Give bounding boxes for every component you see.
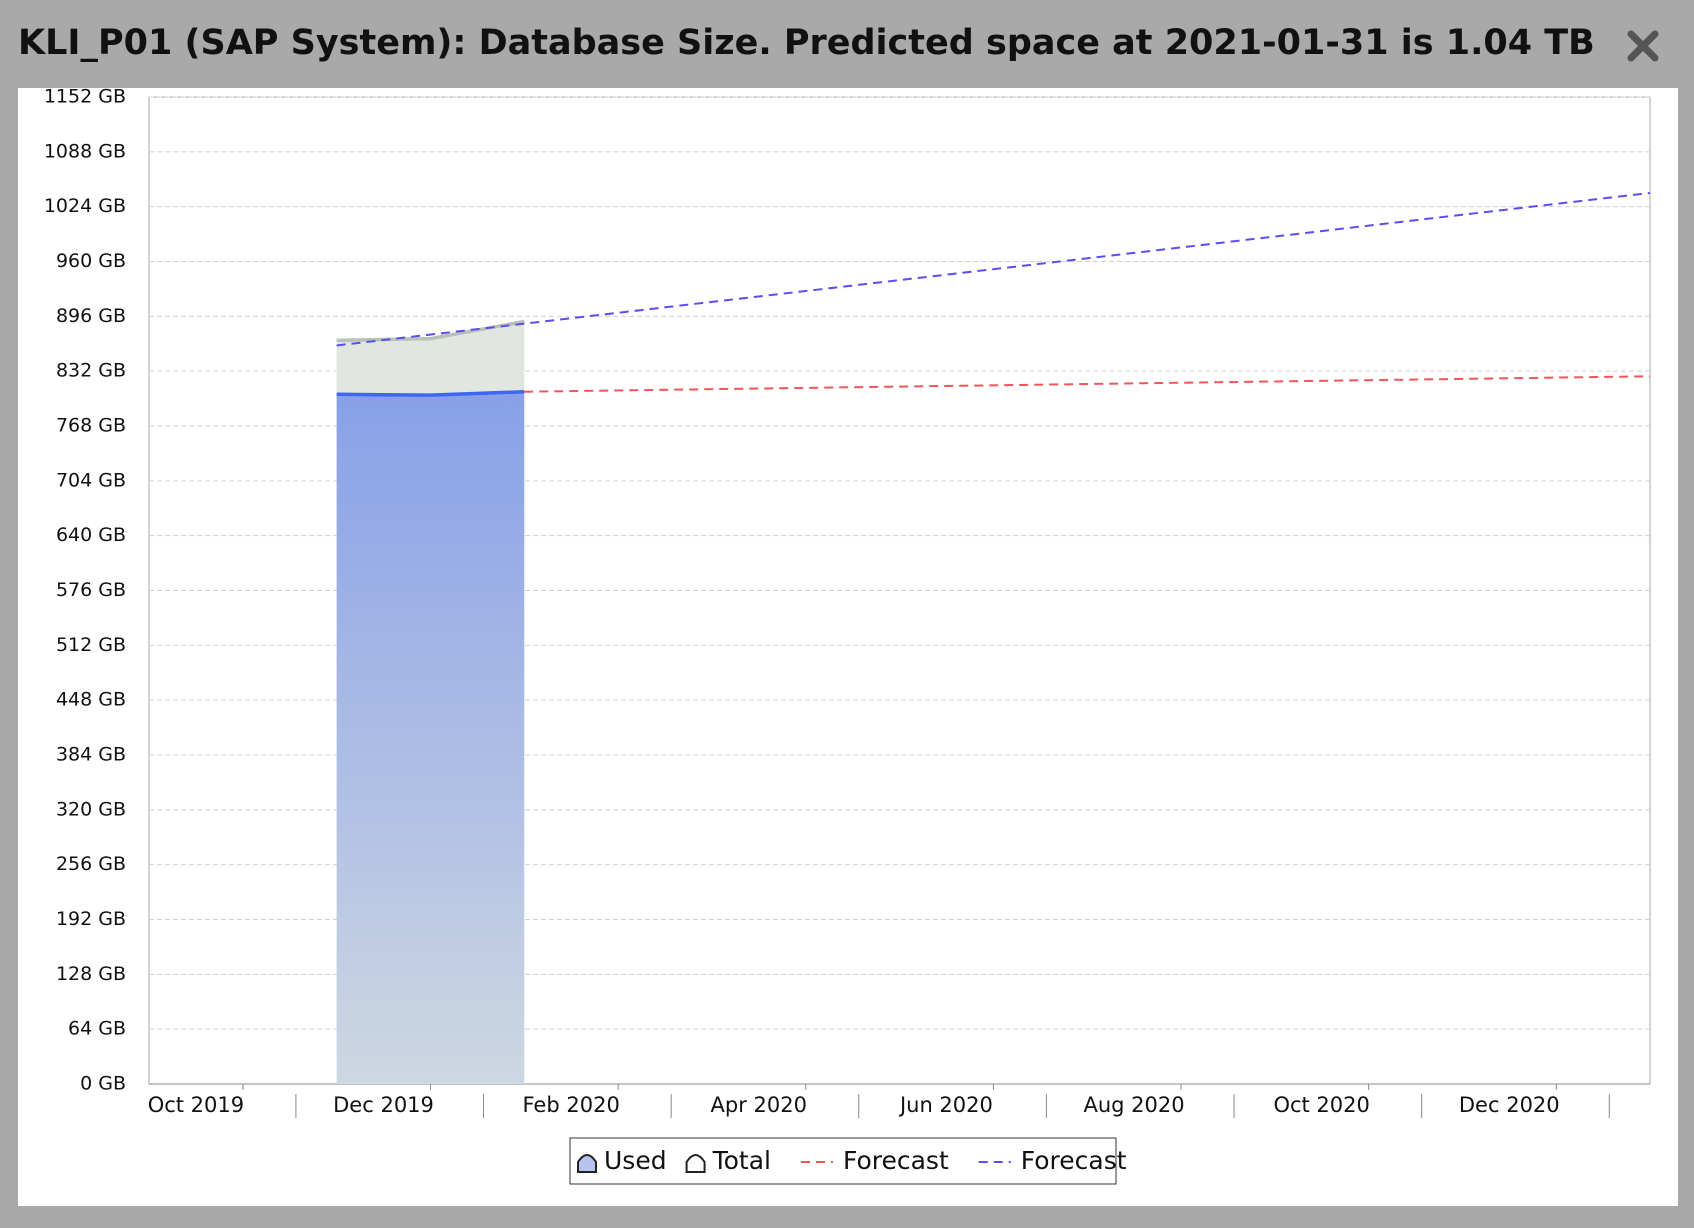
- x-tick-label: Dec 2020: [1459, 1093, 1560, 1117]
- y-tick-label: 640 GB: [56, 524, 126, 546]
- legend-label: Used: [604, 1146, 667, 1175]
- x-tick-label: Oct 2020: [1273, 1093, 1369, 1117]
- chart-title: KLI_P01 (SAP System): Database Size. Pre…: [18, 23, 1595, 63]
- legend-swatch: [577, 1154, 597, 1173]
- y-tick-label: 128 GB: [56, 963, 126, 985]
- x-tick-label: Oct 2019: [148, 1093, 244, 1117]
- y-tick-label: 1152 GB: [44, 86, 126, 108]
- y-tick-label: 768 GB: [56, 415, 126, 437]
- area-fill: [336, 391, 525, 1085]
- panel: [18, 88, 1678, 1206]
- x-tick-label: Dec 2019: [333, 1093, 434, 1117]
- y-tick-label: 960 GB: [56, 250, 126, 272]
- header: [0, 0, 1694, 88]
- x-tick-label: Apr 2020: [711, 1093, 807, 1117]
- y-tick-label: 896 GB: [56, 305, 126, 327]
- y-tick-label: 256 GB: [56, 853, 126, 875]
- forecast-line: [336, 191, 1651, 347]
- y-tick-label: 320 GB: [56, 798, 126, 820]
- y-tick-label: 1024 GB: [44, 195, 126, 217]
- legend-label: Forecast: [843, 1146, 949, 1175]
- x-tick-label: Feb 2020: [523, 1093, 620, 1117]
- y-tick-label: 192 GB: [56, 908, 126, 930]
- y-tick-label: 64 GB: [68, 1018, 126, 1040]
- y-tick-label: 0 GB: [80, 1073, 126, 1095]
- x-tick-label: Aug 2020: [1083, 1093, 1184, 1117]
- y-tick-label: 704 GB: [56, 469, 126, 491]
- y-tick-label: 448 GB: [56, 689, 126, 711]
- y-tick-label: 384 GB: [56, 744, 126, 766]
- close-button[interactable]: [1627, 30, 1659, 62]
- x-tick-label: Jun 2020: [898, 1093, 993, 1117]
- legend-swatch: [685, 1154, 706, 1173]
- legend: [569, 1137, 1117, 1185]
- forecast-line: [524, 375, 1651, 393]
- y-tick-label: 512 GB: [56, 634, 126, 656]
- y-tick-label: 576 GB: [56, 579, 126, 601]
- y-tick-label: 832 GB: [56, 360, 126, 382]
- y-tick-label: 1088 GB: [44, 140, 126, 162]
- legend-label: Total: [712, 1146, 771, 1175]
- legend-label: Forecast: [1021, 1146, 1127, 1175]
- area-line: [336, 389, 525, 397]
